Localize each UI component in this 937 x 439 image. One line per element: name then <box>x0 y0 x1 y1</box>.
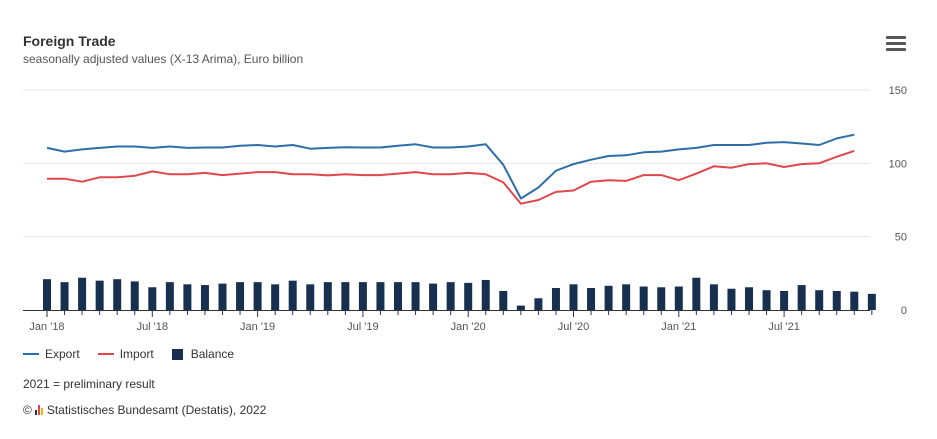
y-tick-label: 100 <box>889 158 907 170</box>
balance-bar[interactable] <box>60 282 69 310</box>
legend-item-export[interactable]: Export <box>23 347 80 361</box>
balance-bar[interactable] <box>639 286 648 310</box>
balance-bar[interactable] <box>762 290 771 310</box>
balance-bar[interactable] <box>358 282 367 310</box>
balance-bar[interactable] <box>130 281 139 310</box>
import-line-swatch <box>97 353 114 355</box>
y-axis-labels: 0 50 100 150 <box>889 85 907 317</box>
balance-bar[interactable] <box>183 284 192 310</box>
chart-subtitle: seasonally adjusted values (X-13 Arima),… <box>23 52 304 66</box>
legend-label-import: Import <box>119 347 154 361</box>
export-line-swatch <box>23 353 39 355</box>
x-tick-label: Jan '20 <box>451 321 486 333</box>
destatis-logo-icon <box>34 405 44 415</box>
chart-legend: Export Import Balance <box>23 347 252 361</box>
grid-lines <box>23 89 870 238</box>
preliminary-note: 2021 = preliminary result <box>23 377 155 391</box>
legend-label-balance: Balance <box>190 347 235 361</box>
balance-bar[interactable] <box>236 282 245 310</box>
balance-bar[interactable] <box>780 290 789 310</box>
balance-bar[interactable] <box>815 290 824 310</box>
y-tick-label: 0 <box>901 305 907 317</box>
balance-bar[interactable] <box>850 291 859 310</box>
balance-bar[interactable] <box>499 290 508 310</box>
balance-bar[interactable] <box>288 280 297 310</box>
x-tick-label: Jan '19 <box>240 321 275 333</box>
balance-bar[interactable] <box>832 290 841 310</box>
balance-bar[interactable] <box>446 282 455 310</box>
import-series-line[interactable] <box>47 149 855 205</box>
export-series-line[interactable] <box>46 133 855 200</box>
balance-bar[interactable] <box>551 288 560 310</box>
balance-bar[interactable] <box>797 285 806 310</box>
balance-bar[interactable] <box>253 282 262 310</box>
balance-bar[interactable] <box>622 284 631 310</box>
balance-bar[interactable] <box>867 293 876 310</box>
legend-item-import[interactable]: Import <box>97 347 154 361</box>
source-text[interactable]: Statistisches Bundesamt (Destatis), 2022 <box>46 403 267 417</box>
x-tick-label: Jul '19 <box>347 321 378 333</box>
balance-bar[interactable] <box>727 288 736 310</box>
x-tick-label: Jul '18 <box>137 321 168 333</box>
balance-bar[interactable] <box>481 279 490 310</box>
y-tick-label: 150 <box>889 85 907 97</box>
balance-bar[interactable] <box>165 282 174 310</box>
chart-title: Foreign Trade <box>23 33 116 49</box>
source-credit: © Statistisches Bundesamt (Destatis), 20… <box>23 403 266 417</box>
balance-bar[interactable] <box>516 305 525 310</box>
balance-bar[interactable] <box>113 279 122 310</box>
x-tick-label: Jan '21 <box>661 321 696 333</box>
balance-bar[interactable] <box>218 283 227 310</box>
balance-bar[interactable] <box>200 285 209 310</box>
balance-bar[interactable] <box>569 284 578 310</box>
balance-bar[interactable] <box>464 282 473 310</box>
balance-bar[interactable] <box>429 283 438 310</box>
balance-bar[interactable] <box>306 284 315 310</box>
balance-bar[interactable] <box>674 286 683 310</box>
hamburger-menu-icon[interactable] <box>886 36 906 52</box>
x-tick-label: Jul '21 <box>768 321 799 333</box>
legend-label-export: Export <box>45 347 80 361</box>
balance-bar[interactable] <box>78 277 87 310</box>
copyright-symbol: © <box>23 403 32 417</box>
balance-bar[interactable] <box>745 287 753 310</box>
balance-bar[interactable] <box>148 287 157 310</box>
x-tick-label: Jul '20 <box>558 321 589 333</box>
balance-bar[interactable] <box>411 282 420 310</box>
x-axis: Jan '18 Jul '18 Jan '19 Jul '19 Jan '20 Jul '… <box>23 310 873 333</box>
balance-bar[interactable] <box>95 280 104 310</box>
y-tick-label: 50 <box>895 232 907 244</box>
balance-bar[interactable] <box>271 284 280 310</box>
balance-bar[interactable] <box>341 282 350 310</box>
balance-bar[interactable] <box>323 282 332 310</box>
balance-bar[interactable] <box>534 298 543 310</box>
balance-bar[interactable] <box>587 288 596 310</box>
balance-bar[interactable] <box>709 284 718 310</box>
balance-bar[interactable] <box>394 282 402 310</box>
balance-bars <box>43 277 876 310</box>
x-tick-label: Jan '18 <box>29 321 64 333</box>
legend-item-balance[interactable]: Balance <box>171 347 235 361</box>
series-lines <box>46 133 855 205</box>
balance-bar[interactable] <box>657 287 666 310</box>
balance-bar[interactable] <box>692 277 701 310</box>
balance-bar[interactable] <box>43 279 51 310</box>
balance-bar[interactable] <box>376 282 385 310</box>
balance-bar-swatch <box>171 348 183 360</box>
foreign-trade-chart: Jan '18 Jul '18 Jan '19 Jul '19 Jan '20 Jul '… <box>23 85 907 333</box>
balance-bar[interactable] <box>604 285 613 310</box>
